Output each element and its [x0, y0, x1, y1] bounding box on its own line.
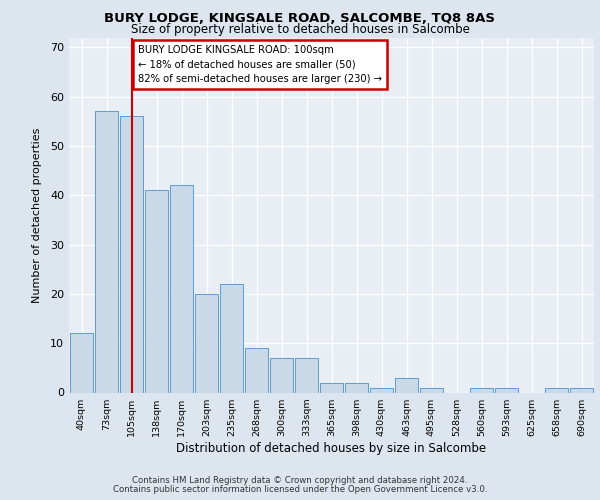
- Bar: [195, 294, 218, 392]
- Bar: [295, 358, 318, 392]
- Bar: [120, 116, 143, 392]
- Bar: [245, 348, 268, 393]
- Bar: [95, 112, 118, 392]
- Text: BURY LODGE KINGSALE ROAD: 100sqm
← 18% of detached houses are smaller (50)
82% o: BURY LODGE KINGSALE ROAD: 100sqm ← 18% o…: [138, 45, 382, 84]
- Text: Contains public sector information licensed under the Open Government Licence v3: Contains public sector information licen…: [113, 484, 487, 494]
- Bar: [345, 382, 368, 392]
- Bar: [395, 378, 418, 392]
- X-axis label: Distribution of detached houses by size in Salcombe: Distribution of detached houses by size …: [176, 442, 487, 454]
- Bar: [370, 388, 393, 392]
- Bar: [320, 382, 343, 392]
- Bar: [495, 388, 518, 392]
- Bar: [570, 388, 593, 392]
- Bar: [170, 186, 193, 392]
- Y-axis label: Number of detached properties: Number of detached properties: [32, 128, 41, 302]
- Text: Contains HM Land Registry data © Crown copyright and database right 2024.: Contains HM Land Registry data © Crown c…: [132, 476, 468, 485]
- Bar: [420, 388, 443, 392]
- Bar: [70, 334, 93, 392]
- Text: BURY LODGE, KINGSALE ROAD, SALCOMBE, TQ8 8AS: BURY LODGE, KINGSALE ROAD, SALCOMBE, TQ8…: [104, 12, 496, 26]
- Bar: [545, 388, 568, 392]
- Text: Size of property relative to detached houses in Salcombe: Size of property relative to detached ho…: [131, 22, 469, 36]
- Bar: [470, 388, 493, 392]
- Bar: [270, 358, 293, 392]
- Bar: [145, 190, 168, 392]
- Bar: [220, 284, 243, 393]
